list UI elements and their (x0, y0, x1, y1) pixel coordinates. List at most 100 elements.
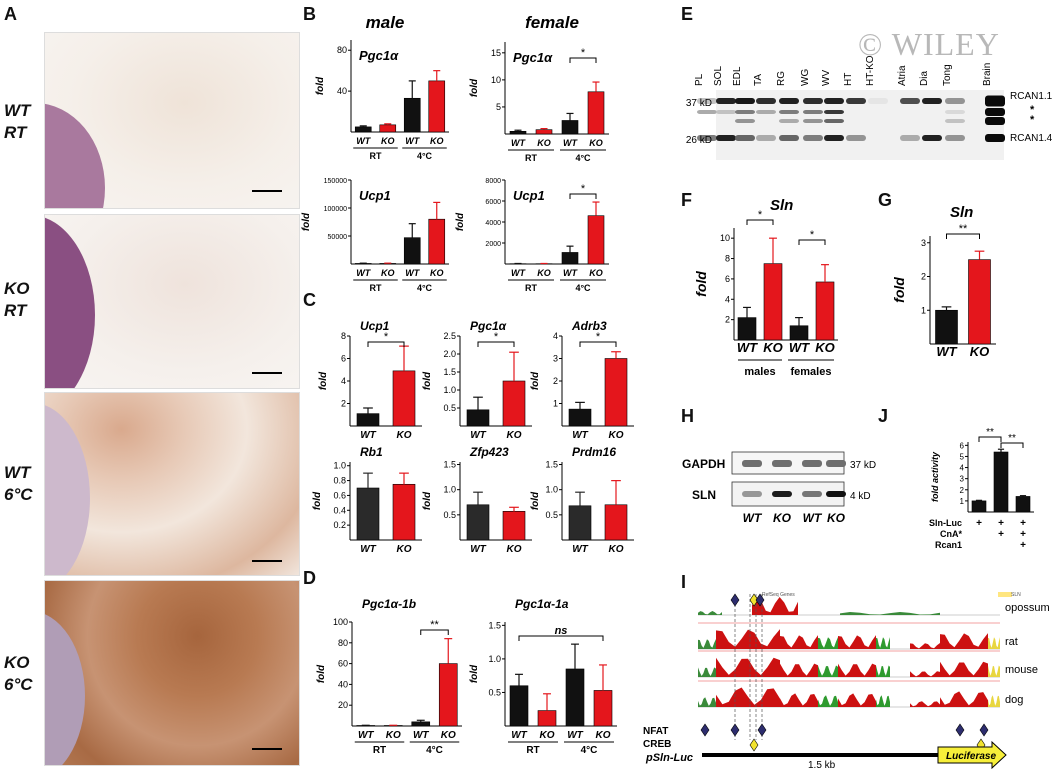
y-tick-label: 1.5 (443, 460, 456, 470)
condition-row-label: Sln-Luc (929, 518, 962, 528)
panel-label-g: G (878, 190, 893, 210)
chart-c-2: 1 2 3 4 Adrb3 fold WT KO * (530, 319, 634, 441)
conservation-block (838, 693, 876, 707)
group-label: WT (405, 268, 420, 278)
bar (392, 483, 416, 541)
nfat-site (955, 723, 965, 737)
group-label: WT (511, 268, 526, 278)
condition-mark: + (1020, 518, 1026, 529)
bar (356, 487, 380, 541)
group-label: WT (405, 136, 420, 146)
y-tick-label: 6000 (485, 199, 501, 206)
mw-4kd: 4 kD (850, 491, 871, 502)
y-axis-label: fold (316, 664, 327, 683)
y-tick-label: 8000 (485, 178, 501, 185)
row-label-ko-rt: KO RT (4, 278, 30, 322)
group-label: WT (572, 544, 588, 555)
bar (561, 120, 579, 135)
y-tick-label: 5 (496, 102, 501, 112)
sln-band (826, 491, 846, 497)
panel-i-conservation: SLN RefSeq Genes opossum rat mouse dog NFAT… (640, 588, 1064, 771)
group-label: WT (356, 268, 371, 278)
condition-mark: + (998, 529, 1004, 540)
y-tick-label: 2 (960, 486, 965, 495)
group-label: KO (441, 730, 456, 741)
group-label: WT (511, 730, 527, 741)
bar (438, 663, 458, 727)
bar (587, 91, 605, 135)
y-tick-label: 10 (491, 75, 501, 85)
y-tick-label: 5 (960, 452, 965, 461)
conservation-block (988, 637, 1000, 649)
y-tick-label: 100 (333, 617, 348, 627)
blot-band (945, 119, 965, 123)
site-label-nfat: NFAT (643, 726, 668, 737)
group-label: WT (360, 430, 376, 441)
significance-label: * (494, 331, 499, 343)
y-axis-label: fold (301, 212, 312, 231)
lane-label: WT (803, 511, 823, 525)
histology-wt-rt (44, 32, 300, 209)
species-label: rat (1005, 636, 1018, 648)
y-tick-label: 4 (960, 464, 965, 473)
group-label: KO (596, 730, 611, 741)
significance-bracket (746, 219, 774, 225)
chart-title: Pgc1α (470, 319, 507, 333)
significance-bracket (579, 341, 617, 347)
group-label: KO (397, 430, 412, 441)
chart-c-0: 2 4 6 8 Ucp1 fold WT KO * (318, 319, 422, 441)
panel-e-western-blot: PL SOL EDL TA RG WG WV HT HT-KO Atria Dia Tong Brain… (680, 0, 1064, 180)
blot-band (846, 98, 866, 104)
chart-title: Pgc1α (359, 48, 399, 63)
conservation-block (780, 693, 818, 707)
y-axis-label: fold (422, 371, 433, 390)
group-label: KO (970, 344, 990, 359)
y-tick-label: 4 (341, 376, 346, 386)
group-label: KO (430, 136, 444, 146)
group-label: WT (470, 544, 486, 555)
blot-band (779, 110, 799, 114)
significance-bracket (518, 635, 604, 641)
bar (587, 215, 605, 265)
blot-band (697, 98, 717, 104)
y-tick-label: 6 (960, 441, 965, 450)
gapdh-band (826, 460, 846, 467)
condition-mark: + (1020, 529, 1026, 540)
significance-bracket (1000, 442, 1024, 448)
y-tick-label: 2 (341, 399, 346, 409)
significance-bracket (798, 239, 826, 245)
lane-labels: PL SOL EDL TA RG WG WV HT HT-KO Atria Dia Tong Brain (694, 55, 993, 86)
condition-label: RT (370, 151, 382, 161)
conservation-block (876, 665, 890, 677)
bar (502, 511, 526, 541)
row-label-line2: RT (4, 301, 27, 320)
lane-label: KO (773, 511, 792, 525)
bar (403, 237, 421, 265)
group-label: WT (356, 136, 371, 146)
y-axis-label: fold (530, 371, 541, 390)
blot-band (803, 110, 823, 114)
nfat-site (979, 723, 989, 737)
header-male: male (366, 13, 405, 32)
bar (428, 218, 446, 265)
significance-label: ** (959, 223, 968, 235)
y-tick-label: 0.5 (443, 403, 456, 413)
gapdh-band (742, 460, 762, 467)
y-axis-label: fold (315, 76, 326, 95)
blot-bands (697, 95, 1005, 142)
group-label: KO (589, 138, 603, 148)
blot-band (735, 110, 755, 114)
creb-site (749, 593, 759, 607)
significance-bracket (420, 629, 449, 635)
nfat-site (730, 593, 740, 607)
bar (537, 710, 557, 727)
group-label: KO (507, 430, 522, 441)
group-label: WT (563, 268, 578, 278)
mw-26kd: 26 kD (686, 135, 712, 146)
y-tick-label: 0.5 (488, 687, 501, 697)
group-label: KO (609, 430, 624, 441)
condition-label: RT (370, 283, 382, 293)
chart-c-1: 0.5 1.0 1.5 2.0 2.5 Pgc1α fold WT KO * (422, 319, 532, 441)
gene-label-sln: SLN (1011, 592, 1021, 598)
